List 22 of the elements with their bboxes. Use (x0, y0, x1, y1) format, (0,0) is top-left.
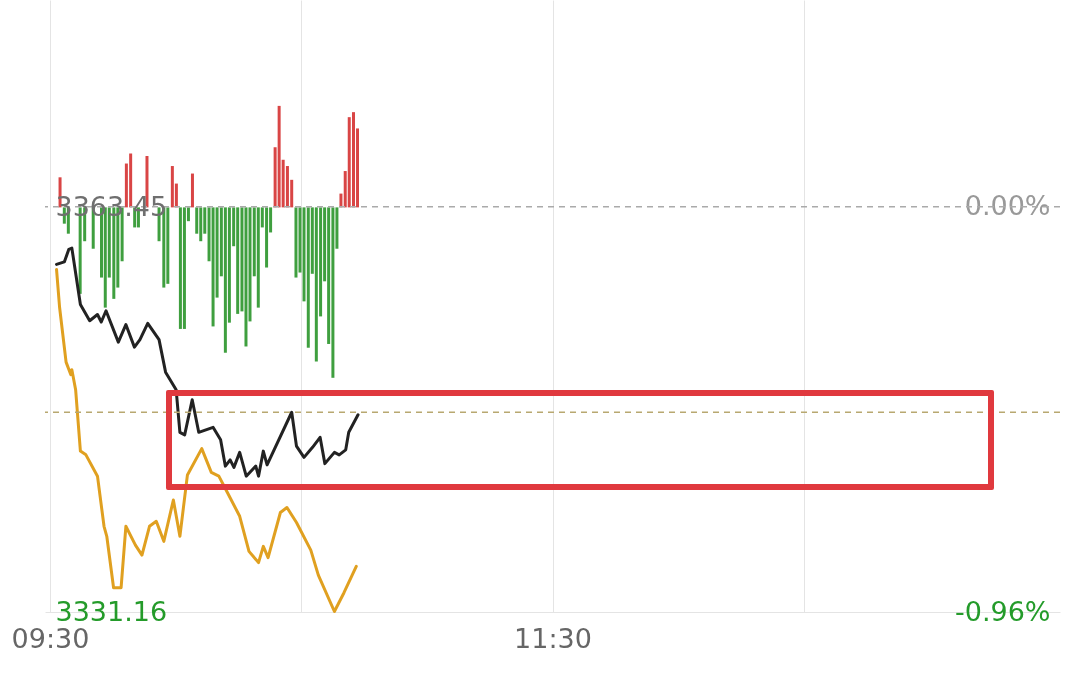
bar (306, 207, 310, 348)
bar (182, 207, 186, 329)
bar (352, 112, 356, 208)
bar (244, 207, 248, 347)
y2-tick-label: -0.96% (954, 595, 1051, 627)
bar (236, 207, 240, 314)
bar (170, 166, 174, 208)
bar (331, 207, 335, 378)
line-series (55, 246, 360, 478)
bar (265, 207, 269, 268)
bar (199, 207, 203, 242)
bar (178, 207, 182, 329)
bar (166, 207, 170, 284)
bar (211, 207, 215, 327)
bar (294, 207, 298, 278)
bar (190, 173, 194, 208)
bar (256, 207, 260, 308)
bar (223, 207, 227, 353)
y2-tick-label: 0.00% (964, 190, 1051, 222)
x-tick-label: 11:30 (514, 622, 592, 654)
bar (277, 105, 281, 208)
bar (314, 207, 318, 362)
